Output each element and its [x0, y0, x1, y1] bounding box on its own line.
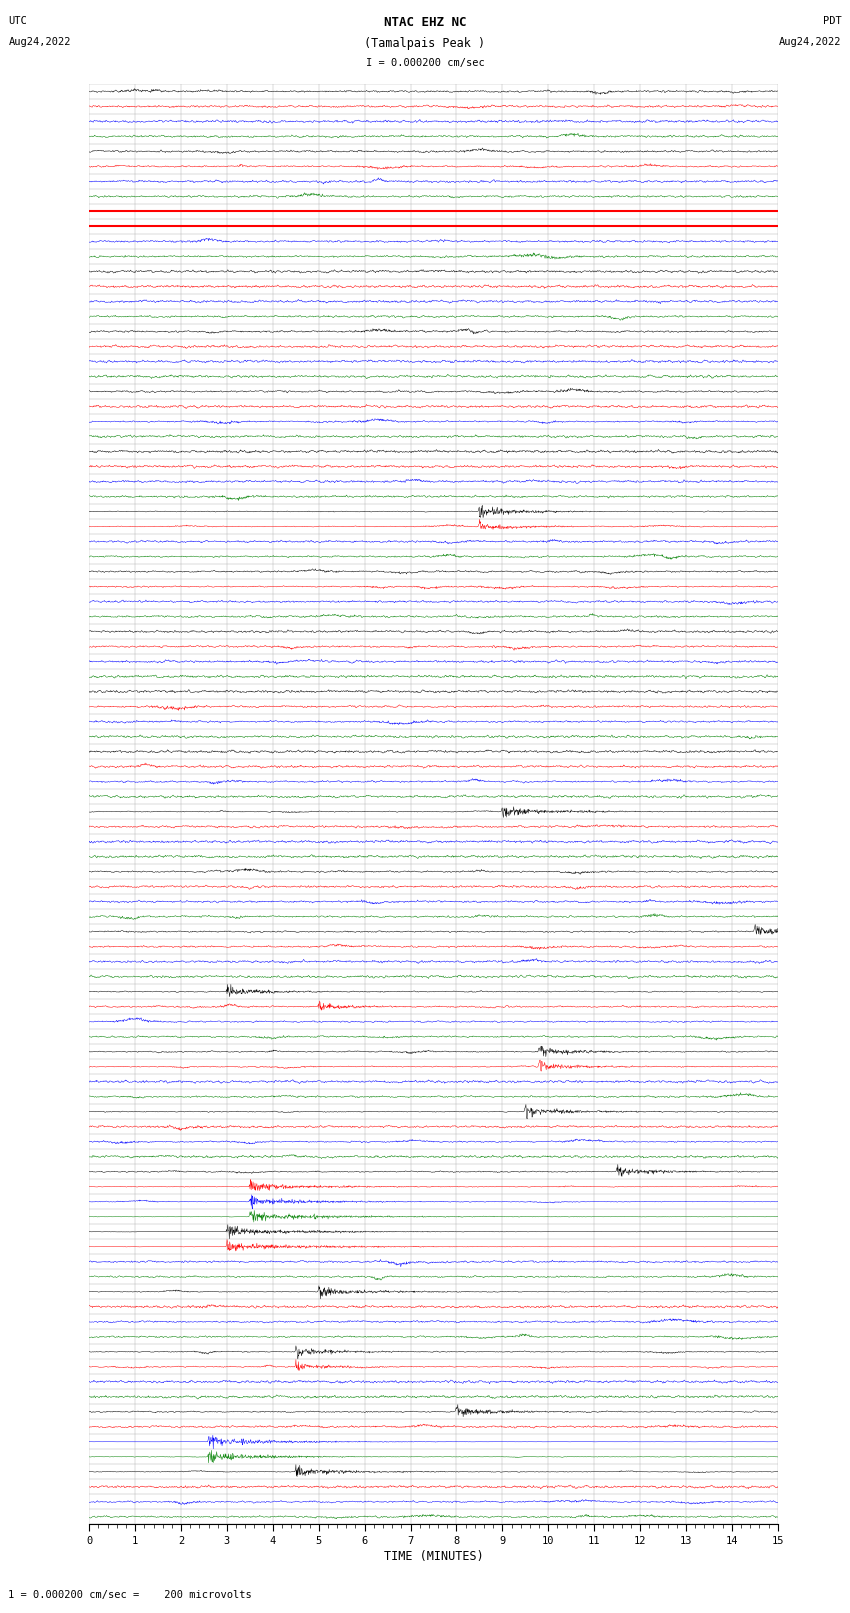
Text: (Tamalpais Peak ): (Tamalpais Peak ): [365, 37, 485, 50]
Text: PDT: PDT: [823, 16, 842, 26]
Text: 1 = 0.000200 cm/sec =    200 microvolts: 1 = 0.000200 cm/sec = 200 microvolts: [8, 1590, 252, 1600]
Text: Aug24,2022: Aug24,2022: [8, 37, 71, 47]
Text: NTAC EHZ NC: NTAC EHZ NC: [383, 16, 467, 29]
Text: Aug24,2022: Aug24,2022: [779, 37, 842, 47]
Text: UTC: UTC: [8, 16, 27, 26]
X-axis label: TIME (MINUTES): TIME (MINUTES): [383, 1550, 484, 1563]
Text: I = 0.000200 cm/sec: I = 0.000200 cm/sec: [366, 58, 484, 68]
